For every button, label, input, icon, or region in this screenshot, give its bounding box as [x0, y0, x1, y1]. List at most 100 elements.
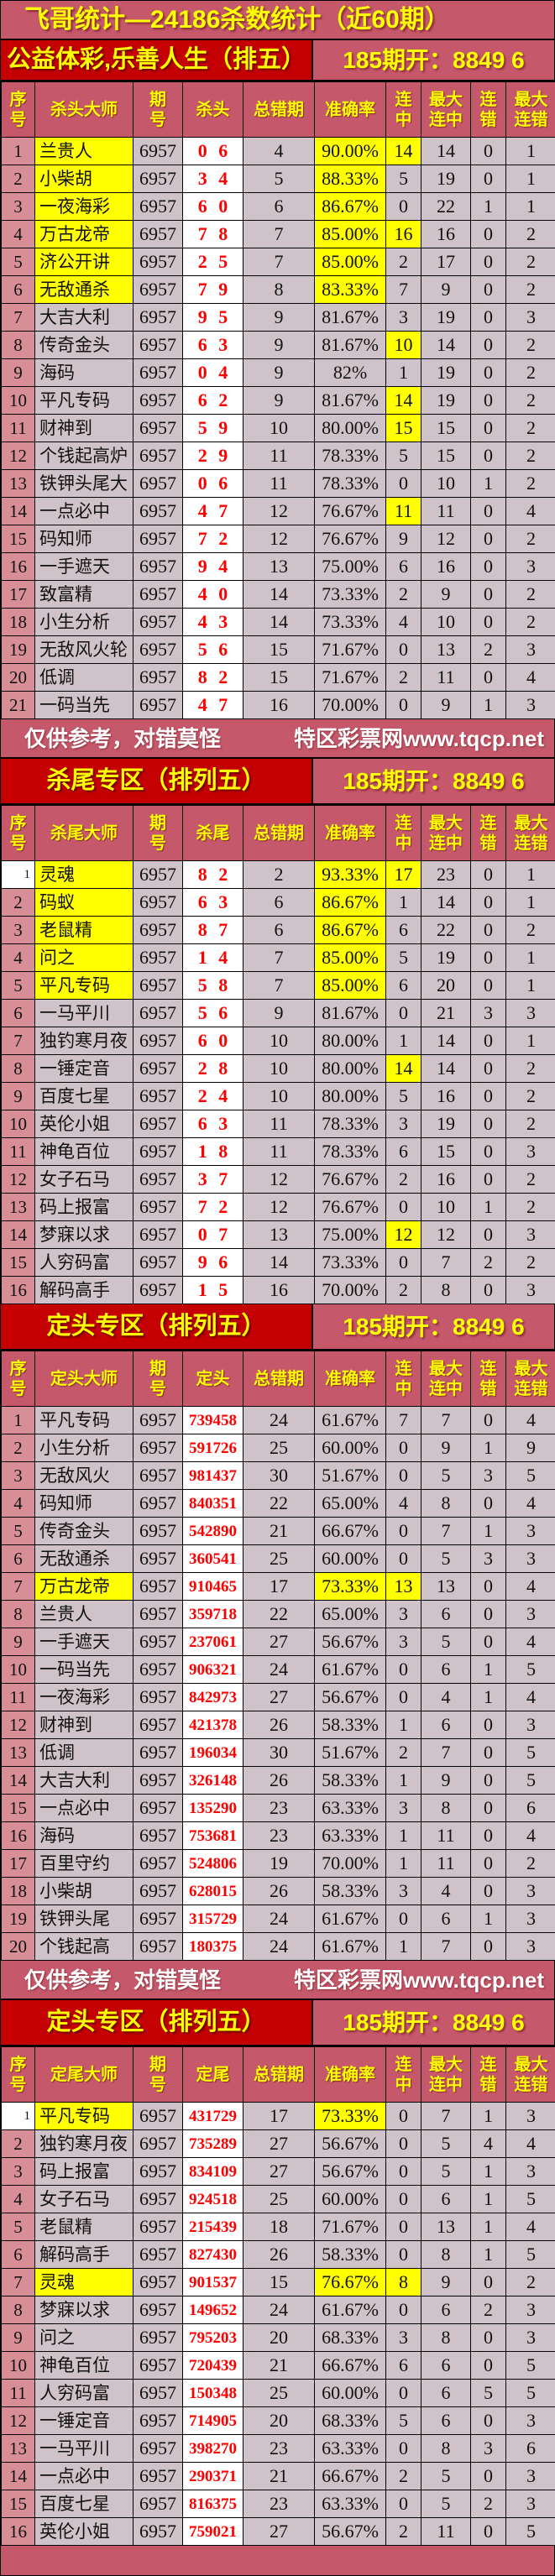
cell-streak: 14: [386, 138, 421, 165]
cell-total-errors: 12: [243, 1166, 315, 1194]
column-header: 连 错: [471, 2047, 506, 2103]
cell-consecutive-miss: 1: [471, 193, 506, 221]
cell-pick-numbers: 591726: [183, 1434, 243, 1462]
cell-total-errors: 11: [243, 470, 315, 498]
column-header: 准确率: [315, 1351, 386, 1407]
cell-pick-numbers: 7 2: [183, 525, 243, 553]
cell-accuracy: 83.33%: [315, 276, 386, 304]
cell-issue-number: 6957: [134, 2103, 183, 2130]
cell-consecutive-miss: 0: [471, 1490, 506, 1518]
site-link[interactable]: 特区彩票网www.tqcp.net: [294, 728, 544, 750]
cell-streak: 14: [386, 387, 421, 415]
site-link[interactable]: 特区彩票网www.tqcp.net: [294, 1969, 544, 1991]
cell-master-name: 问之: [35, 944, 134, 972]
cell-consecutive-miss: 0: [471, 221, 506, 248]
cell-max-streak: 10: [421, 609, 471, 636]
cell-max-miss: 3: [506, 692, 555, 719]
table-header: 序 号杀尾大师期 号杀尾总错期准确率连 中最大 连中连 错最大 连错: [2, 806, 555, 861]
cell-max-miss: 3: [506, 2463, 555, 2490]
cell-max-miss: 1: [506, 972, 555, 1000]
cell-rank: 16: [2, 1277, 35, 1304]
cell-streak: 0: [386, 2241, 421, 2269]
cell-max-streak: 19: [421, 304, 471, 332]
cell-accuracy: 71.67%: [315, 664, 386, 692]
cell-accuracy: 73.33%: [315, 581, 386, 609]
cell-consecutive-miss: 0: [471, 1795, 506, 1822]
cell-issue-number: 6957: [134, 553, 183, 581]
cell-streak: 15: [386, 415, 421, 442]
cell-streak: 2: [386, 664, 421, 692]
cell-issue-number: 6957: [134, 1166, 183, 1194]
cell-streak: 12: [386, 1221, 421, 1249]
cell-max-miss: 5: [506, 2241, 555, 2269]
cell-max-streak: 5: [421, 1628, 471, 1656]
cell-master-name: 英伦小姐: [35, 1110, 134, 1138]
cell-max-miss: 6: [506, 2435, 555, 2463]
column-header: 总错期: [243, 1351, 315, 1407]
cell-max-miss: 5: [506, 1739, 555, 1767]
cell-max-streak: 6: [421, 1656, 471, 1684]
cell-streak: 6: [386, 2352, 421, 2380]
cell-rank: 5: [2, 1518, 35, 1545]
cell-accuracy: 93.33%: [315, 861, 386, 889]
cell-streak: 2: [386, 248, 421, 276]
cell-accuracy: 75.00%: [315, 1221, 386, 1249]
cell-issue-number: 6957: [134, 1878, 183, 1905]
cell-pick-numbers: 0 4: [183, 359, 243, 387]
cell-master-name: 灵魂: [35, 2269, 134, 2296]
cell-consecutive-miss: 0: [471, 332, 506, 359]
cell-streak: 0: [386, 1684, 421, 1711]
cell-max-miss: 1: [506, 861, 555, 889]
section-banner-3: 定头专区（排列五） 185期开：8849 6: [1, 1304, 554, 1351]
column-header: 最大 连中: [421, 82, 471, 138]
cell-max-streak: 14: [421, 889, 471, 917]
cell-master-name: 海码: [35, 359, 134, 387]
cell-streak: 0: [386, 2490, 421, 2518]
cell-streak: 0: [386, 2213, 421, 2241]
cell-consecutive-miss: 0: [471, 664, 506, 692]
cell-issue-number: 6957: [134, 581, 183, 609]
cell-issue-number: 6957: [134, 359, 183, 387]
cell-consecutive-miss: 0: [471, 1601, 506, 1628]
cell-streak: 6: [386, 972, 421, 1000]
cell-total-errors: 21: [243, 2352, 315, 2380]
cell-consecutive-miss: 0: [471, 1878, 506, 1905]
cell-consecutive-miss: 3: [471, 1462, 506, 1490]
cell-pick-numbers: 4 0: [183, 581, 243, 609]
cell-max-miss: 4: [506, 1573, 555, 1601]
cell-streak: 1: [386, 1027, 421, 1055]
cell-streak: 0: [386, 1249, 421, 1277]
cell-total-errors: 9: [243, 304, 315, 332]
cell-max-miss: 3: [506, 2324, 555, 2352]
cell-streak: 16: [386, 221, 421, 248]
cell-consecutive-miss: 0: [471, 304, 506, 332]
cell-rank: 12: [2, 2407, 35, 2435]
cell-accuracy: 81.67%: [315, 387, 386, 415]
cell-max-streak: 7: [421, 1518, 471, 1545]
cell-total-errors: 10: [243, 415, 315, 442]
cell-issue-number: 6957: [134, 2352, 183, 2380]
cell-consecutive-miss: 2: [471, 1249, 506, 1277]
cell-accuracy: 73.33%: [315, 1249, 386, 1277]
cell-streak: 8: [386, 2269, 421, 2296]
cell-max-streak: 15: [421, 442, 471, 470]
disclaimer-bar-2: 仅供参考，对错莫怪 特区彩票网www.tqcp.net: [1, 1961, 554, 2000]
cell-streak: 0: [386, 1462, 421, 1490]
cell-issue-number: 6957: [134, 1684, 183, 1711]
column-header: 准确率: [315, 2047, 386, 2103]
cell-total-errors: 23: [243, 2435, 315, 2463]
cell-streak: 5: [386, 442, 421, 470]
cell-max-miss: 1: [506, 193, 555, 221]
